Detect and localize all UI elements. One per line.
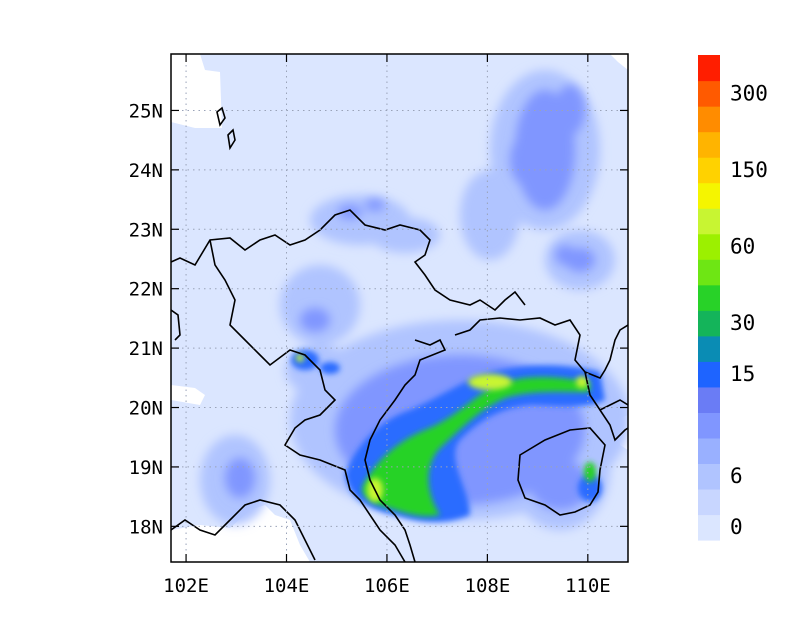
coastline-leizhou-east xyxy=(599,409,628,442)
colorbar-label: 300 xyxy=(730,81,768,105)
colorbar-swatch xyxy=(698,514,720,541)
no-data-region-northwest xyxy=(171,54,222,128)
colorbar-label: 60 xyxy=(730,234,755,258)
rain-contour-level-9 xyxy=(362,377,596,517)
small-island xyxy=(216,106,226,127)
coastline-hainan xyxy=(517,427,606,516)
country-border-laos-vietnam xyxy=(209,239,406,562)
no-data-region-west xyxy=(171,385,205,405)
colorbar-label: 150 xyxy=(730,158,768,182)
map-plot-area xyxy=(171,54,628,562)
colorbar-swatch xyxy=(698,55,720,82)
y-tick-label: 20N xyxy=(129,398,163,420)
colorbar-swatch xyxy=(698,233,720,260)
colorbar-swatch xyxy=(698,259,720,286)
rain-blob xyxy=(280,265,360,345)
colorbar-swatch xyxy=(698,361,720,388)
colorbar-swatch xyxy=(698,335,720,362)
rain-band xyxy=(362,377,590,517)
longitude-axis: 102E 104E 106E 108E 110E xyxy=(163,54,611,597)
coastline-china-south xyxy=(454,317,628,379)
y-tick-label: 21N xyxy=(129,338,163,360)
y-tick-label: 23N xyxy=(129,219,163,241)
rain-blob xyxy=(460,170,520,260)
no-data-region-southwest xyxy=(171,505,310,562)
rain-blob xyxy=(365,199,385,211)
rain-core xyxy=(296,354,304,362)
map-frame xyxy=(170,53,629,563)
rain-core xyxy=(576,376,588,388)
coastline-west-edge xyxy=(171,309,181,341)
rain-blob xyxy=(530,460,590,510)
colorbar-swatch xyxy=(698,386,720,413)
y-tick-label: 25N xyxy=(129,100,163,122)
colorbar-swatch xyxy=(698,80,720,107)
colorbar-swatch xyxy=(698,488,720,516)
no-data-region-northeast xyxy=(610,54,628,70)
x-tick-label: 106E xyxy=(364,575,410,597)
rain-blob xyxy=(555,245,575,265)
colorbar-label: 6 xyxy=(730,464,743,488)
rain-blob xyxy=(584,462,596,482)
y-tick-label: 24N xyxy=(129,160,163,182)
colorbar-label: 30 xyxy=(730,311,755,335)
colorbar-swatch xyxy=(698,208,720,235)
coastline-leizhou xyxy=(584,371,628,412)
rain-blob xyxy=(370,217,440,253)
x-tick-label: 104E xyxy=(264,575,310,597)
colorbar-swatch xyxy=(698,131,720,158)
colorbar-swatch xyxy=(698,437,720,465)
rain-blob xyxy=(300,308,330,332)
country-border-china-vietnam xyxy=(171,209,526,312)
rain-blob xyxy=(320,362,340,374)
colorbar: 0 6 15 30 60 150 300 xyxy=(698,55,768,541)
coastline-gulf-of-tonkin xyxy=(364,338,447,562)
x-tick-label: 108E xyxy=(465,575,511,597)
rain-blob xyxy=(291,350,319,370)
x-tick-label: 110E xyxy=(565,575,611,597)
rain-blob xyxy=(510,135,540,185)
rain-blob xyxy=(555,85,585,135)
colorbar-swatch xyxy=(698,106,720,133)
rain-core xyxy=(468,374,512,390)
colorbar-label: 15 xyxy=(730,362,755,386)
graticule-lines xyxy=(171,54,628,562)
colorbar-label: 0 xyxy=(730,515,743,539)
x-tick-label: 102E xyxy=(163,575,209,597)
y-tick-label: 19N xyxy=(129,457,163,479)
colorbar-swatch xyxy=(698,412,720,439)
y-tick-label: 18N xyxy=(129,516,163,538)
colorbar-swatch xyxy=(698,463,720,490)
colorbar-swatch xyxy=(698,284,720,311)
colorbar-swatch xyxy=(698,182,720,209)
rain-blob xyxy=(225,458,255,498)
small-island xyxy=(227,128,236,151)
y-tick-label: 22N xyxy=(129,279,163,301)
colorbar-swatch xyxy=(698,157,720,184)
latitude-axis: 18N 19N 20N 21N 22N 23N 24N 25N xyxy=(129,100,628,538)
coastline-and-borders xyxy=(171,106,628,562)
colorbar-swatch xyxy=(698,310,720,337)
